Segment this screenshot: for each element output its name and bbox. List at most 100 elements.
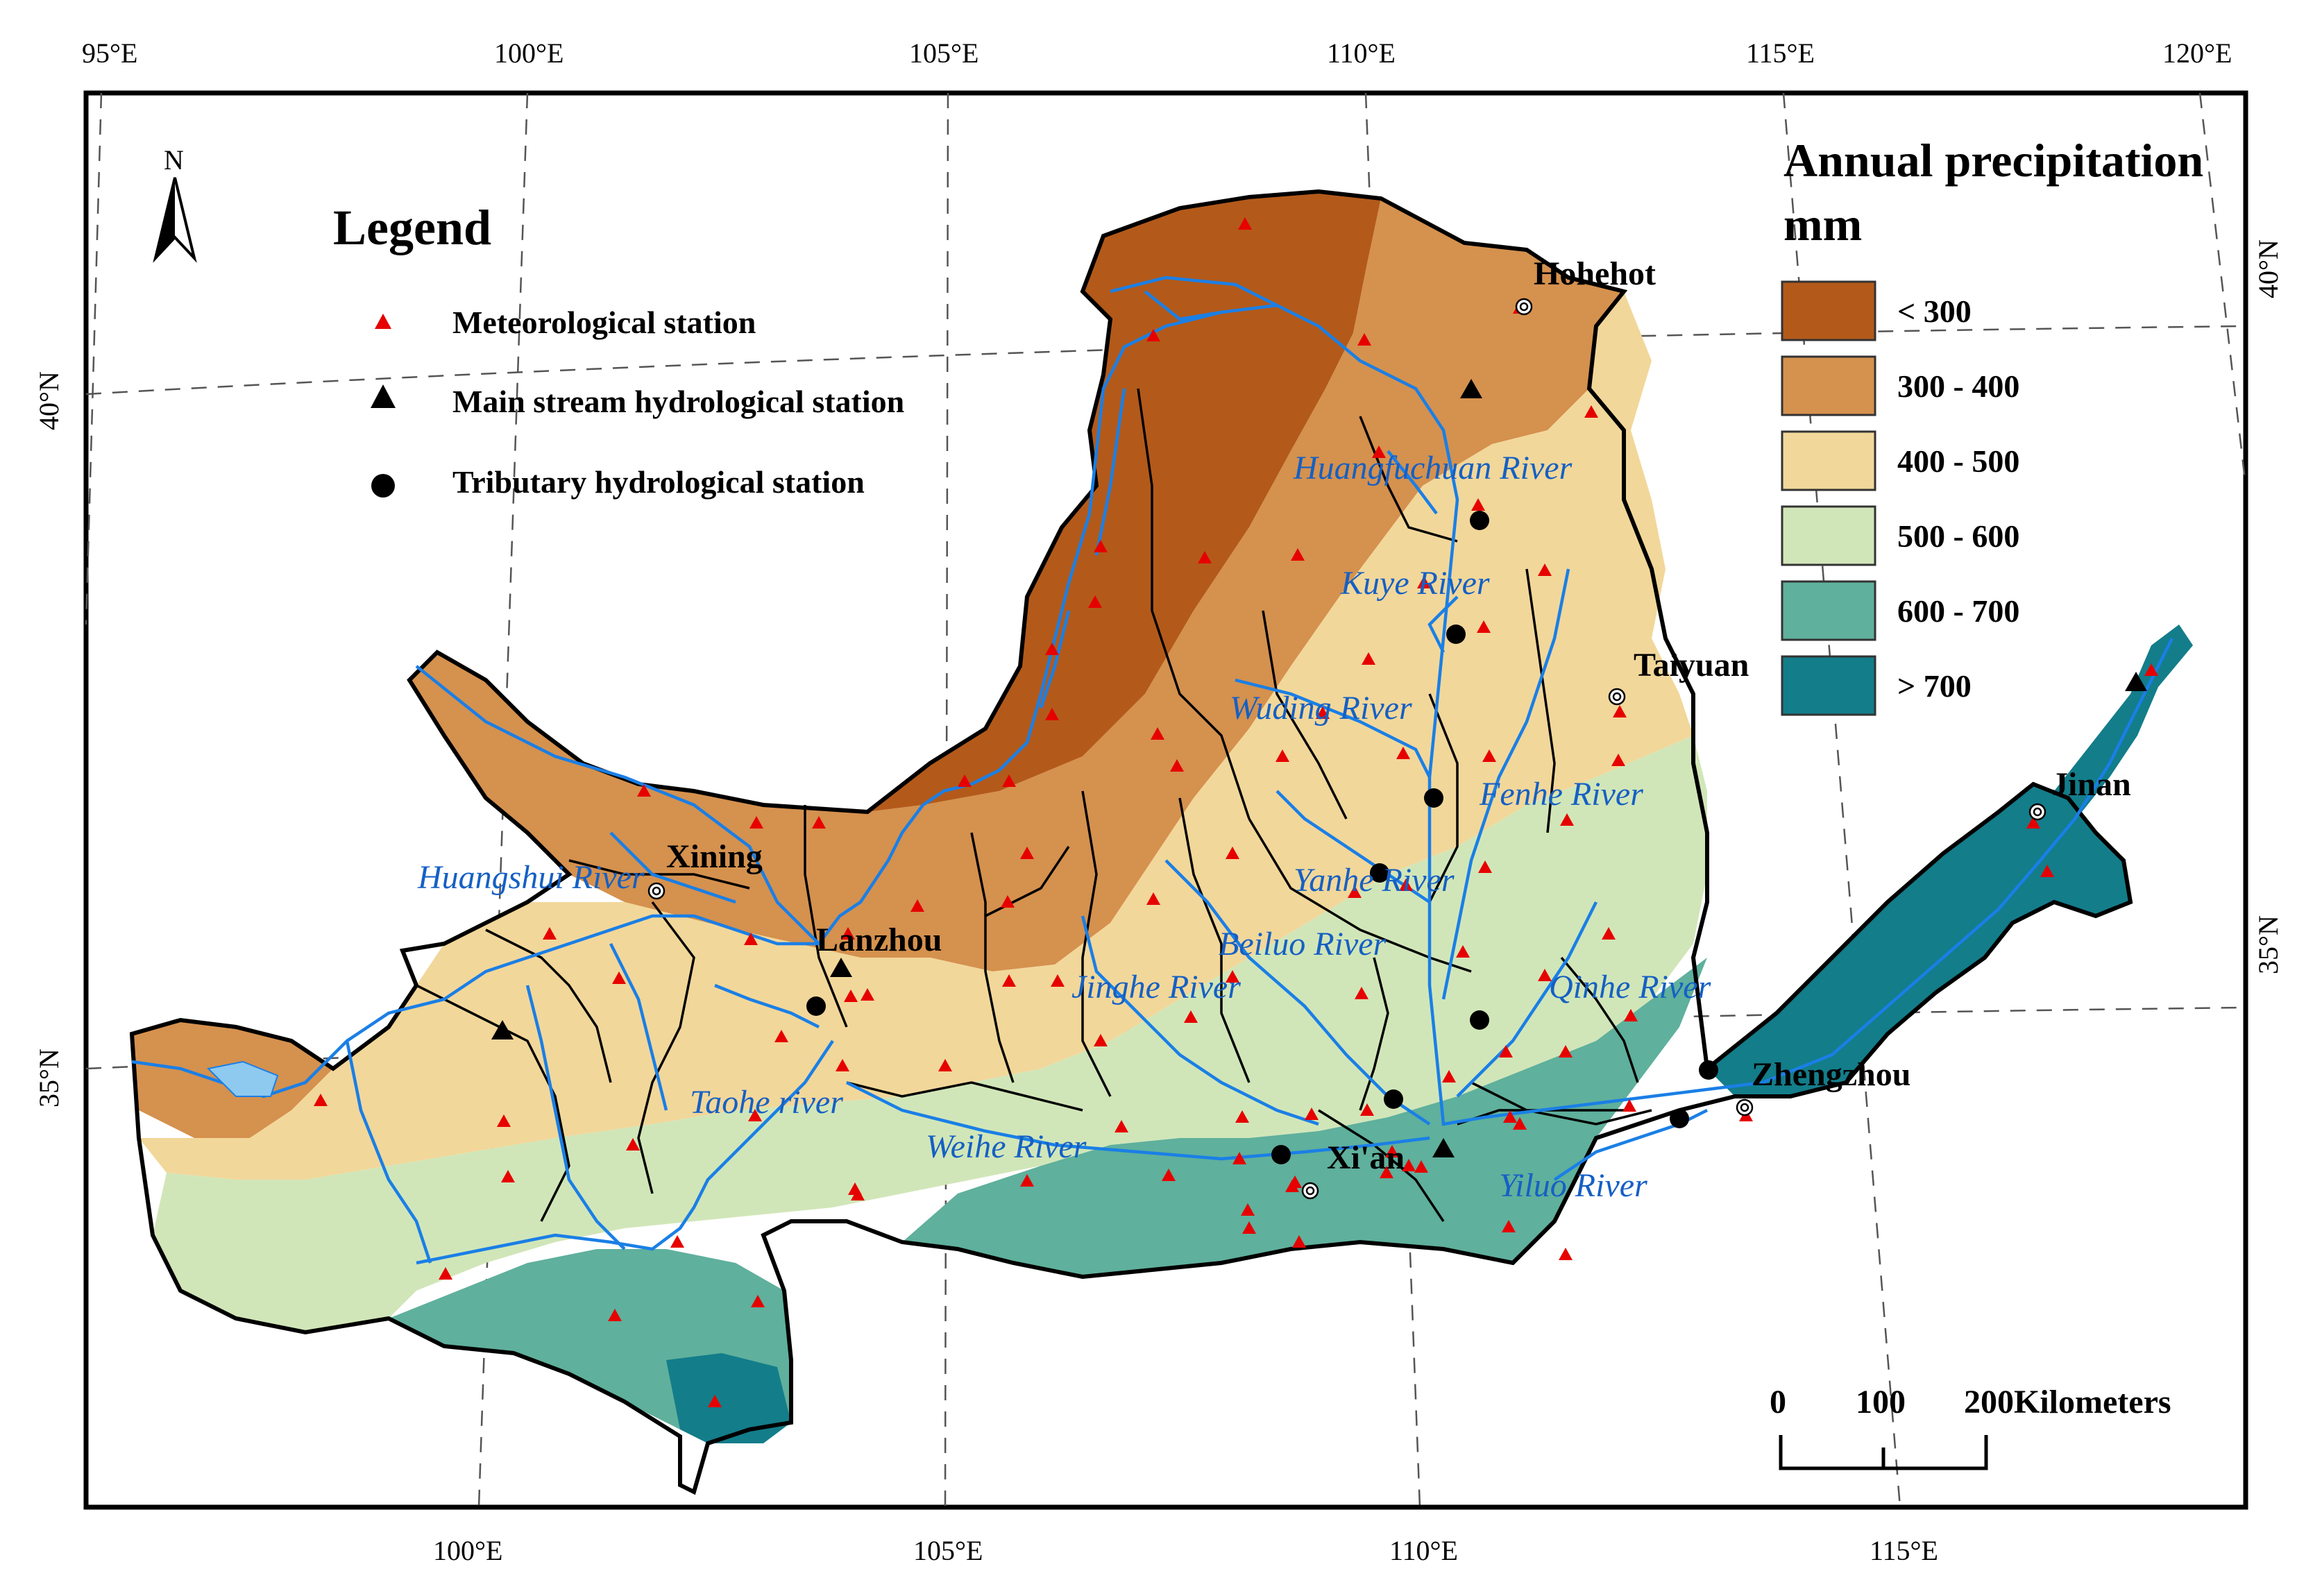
met-station: [1001, 895, 1015, 908]
precip-swatch-300-400: [1781, 355, 1876, 416]
top-tick-115e: 115°E: [1746, 37, 1815, 69]
met-station: [1094, 1034, 1108, 1046]
met-station: [1242, 1221, 1256, 1234]
city-label-xining: Xining: [666, 838, 763, 875]
river-label-taohe: Taohe river: [690, 1084, 843, 1121]
top-tick-105e: 105°E: [909, 37, 978, 69]
left-tick-40n: 40°N: [33, 371, 65, 430]
met-station: [1559, 1045, 1573, 1058]
river-label-beiluo: Beiluo River: [1219, 926, 1387, 962]
met-station: [1442, 1070, 1456, 1083]
met-station: [1276, 749, 1289, 762]
tributary-station: [1370, 863, 1389, 883]
met-station: [1513, 1117, 1527, 1130]
met-station: [861, 988, 874, 1001]
met-station: [836, 1059, 849, 1071]
met-station: [543, 927, 557, 940]
bottom-tick-115e: 115°E: [1870, 1535, 1938, 1566]
north-arrow: N: [153, 144, 197, 263]
met-station: [1002, 774, 1016, 787]
river-label-qinhe: Qinhe River: [1549, 969, 1711, 1005]
met-station: [2026, 816, 2040, 829]
legend: Legend Meteorological station Main strea…: [333, 200, 904, 500]
met-station: [1088, 595, 1102, 608]
met-station: [1502, 1220, 1516, 1232]
city-marker: [1736, 1098, 1754, 1117]
met-station: [1538, 969, 1552, 981]
met-station: [708, 1395, 722, 1407]
tributary-station: [1670, 1109, 1689, 1128]
tributary-station: [1470, 511, 1489, 530]
left-tick-35n: 35°N: [33, 1049, 65, 1107]
city-marker: [1515, 298, 1533, 316]
met-station: [910, 899, 924, 912]
legend-tributary-station-icon: [371, 474, 395, 498]
met-station: [1362, 652, 1375, 665]
met-station: [848, 1182, 862, 1195]
city-marker: [1608, 688, 1626, 706]
met-station: [1477, 620, 1491, 633]
met-station: [1471, 498, 1485, 511]
city-marker: [2028, 803, 2046, 821]
zone-less-than-300: [867, 192, 1381, 812]
precip-swatch-400-500: [1781, 430, 1876, 491]
met-station: [1051, 974, 1065, 987]
met-station: [612, 971, 626, 984]
met-station: [1414, 1160, 1428, 1173]
mainstream-hydro-stations: [491, 379, 2147, 1157]
met-station: [1045, 708, 1059, 720]
city-markers: [647, 298, 2046, 1200]
river-label-huangfuchuan: Huangfuchuan River: [1293, 450, 1573, 486]
met-station: [1402, 1159, 1416, 1171]
bottom-tick-110e: 110°E: [1389, 1535, 1458, 1566]
met-station: [1146, 892, 1160, 905]
met-station: [626, 1138, 640, 1151]
legend-met-station-icon: [375, 314, 391, 329]
met-station: [748, 1109, 762, 1121]
precip-legend-title: Annual precipitation: [1783, 134, 2203, 187]
met-station: [1316, 706, 1330, 719]
meteorological-stations: [314, 217, 2158, 1407]
bottom-tick-100e: 100°E: [433, 1535, 502, 1566]
met-station: [2144, 663, 2158, 676]
zone-600-700: [902, 958, 1707, 1277]
city-label-jinan: Jinan: [2051, 766, 2131, 803]
precip-swatch-500-600: [1781, 505, 1876, 566]
city-label-zhengzhou: Zhengzhou: [1752, 1056, 1910, 1093]
met-station: [1020, 1174, 1034, 1187]
top-tick-120e: 120°E: [2162, 37, 2232, 69]
tributary-station: [1384, 1089, 1403, 1109]
met-station: [608, 1309, 622, 1321]
city-marker: [647, 882, 666, 900]
precip-label-500-600: 500 - 600: [1897, 518, 2019, 554]
tributary-station: [1699, 1060, 1718, 1080]
scale-bar: 0 100 200Kilometers: [1770, 1384, 2171, 1470]
met-station: [1399, 878, 1413, 891]
precip-legend-unit: mm: [1783, 198, 1862, 251]
precipitation-legend: Annual precipitation mm < 300 300 - 400 …: [1781, 134, 2203, 716]
river-label-yiluo: Yiluo River: [1499, 1167, 1647, 1204]
met-station: [1372, 445, 1386, 458]
met-station: [497, 1114, 511, 1127]
met-station: [1613, 705, 1627, 718]
sub-basin-boundaries: [416, 388, 1652, 1222]
river-label-jinghe: Jinghe River: [1071, 969, 1241, 1005]
met-station: [1184, 1010, 1198, 1023]
met-station: [1355, 987, 1368, 999]
scale-bar-line: [1779, 1435, 1988, 1470]
top-tick-100e: 100°E: [494, 37, 563, 69]
city-label-xian: Xi'an: [1327, 1139, 1405, 1176]
tributary-hydro-stations: [806, 511, 1718, 1164]
met-station: [1482, 749, 1496, 762]
met-station: [1226, 847, 1239, 859]
river-label-huangshui: Huangshui River: [417, 859, 645, 896]
met-station: [1002, 974, 1016, 987]
city-label-lanzhou: Lanzhou: [816, 922, 942, 958]
met-station: [1238, 217, 1252, 230]
met-station: [1198, 551, 1212, 563]
river-label-wuding: Wuding River: [1230, 690, 1412, 727]
met-station: [1602, 927, 1616, 940]
zone-300-400: [409, 198, 1624, 971]
river-network: [131, 275, 2174, 1265]
